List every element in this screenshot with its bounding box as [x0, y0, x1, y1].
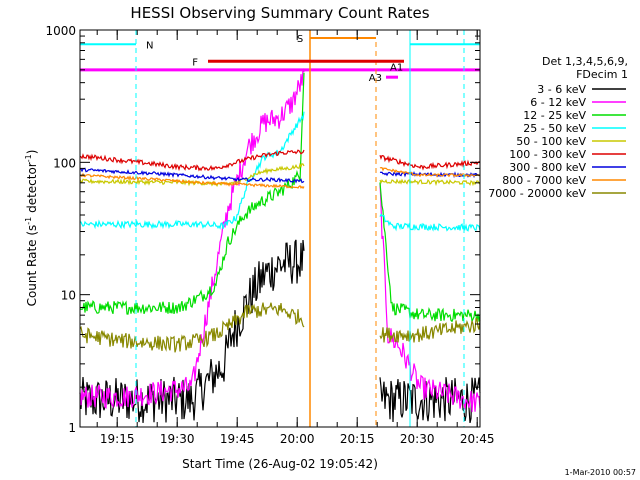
x-tick-label: 20:00 [280, 432, 315, 446]
x-tick-label: 19:15 [100, 432, 135, 446]
x-tick-label: 19:45 [220, 432, 255, 446]
night-marker: N [146, 40, 153, 51]
legend-label: 800 - 7000 keV [502, 174, 586, 187]
series-line-800-7000-kev-post [379, 166, 480, 178]
plot-frame [79, 29, 481, 428]
series-line-50-100-kev [79, 162, 305, 187]
x-axis-label: Start Time (26-Aug-02 19:05:42) [182, 457, 378, 471]
series-line-800-7000-kev [79, 172, 305, 190]
series-line-6-12-kev [79, 68, 305, 409]
annotation-layer: N S F A1 A3 [80, 30, 480, 427]
legend-label: 6 - 12 keV [530, 96, 586, 109]
y-tick-label: 10 [61, 289, 76, 303]
series-line-50-100-kev-post [379, 178, 481, 187]
y-tick-label: 100 [53, 156, 76, 170]
legend-label: 7000 - 20000 keV [488, 187, 586, 200]
x-tick-label: 20:30 [400, 432, 435, 446]
legend-header-line-2: FDecim 1 [576, 68, 628, 81]
series-line-3-6-kev [79, 239, 305, 423]
series-line-100-300-kev-post [379, 154, 481, 171]
legend-label: 100 - 300 keV [509, 148, 586, 161]
x-tick-label: 20:45 [460, 432, 495, 446]
y-axis-ticks: 1 10 100 1000 [45, 24, 480, 435]
chart-title: HESSI Observing Summary Count Rates [130, 4, 429, 22]
series-line-12-25-kev-post [379, 182, 481, 324]
x-tick-label: 19:30 [160, 432, 195, 446]
attenuator-a3-marker: A3 [369, 73, 382, 84]
series-line-7000-20000-kev-post [379, 317, 481, 343]
saa-marker: S [297, 34, 303, 45]
x-tick-label: 20:15 [340, 432, 375, 446]
series-line-100-300-kev [79, 149, 305, 172]
series-layer [79, 68, 481, 424]
flare-marker: F [192, 57, 198, 68]
series-line-12-25-kev [79, 72, 305, 315]
series-line-25-50-kev [79, 111, 305, 230]
legend-label: 50 - 100 keV [516, 135, 586, 148]
legend-header-line-1: Det 1,3,4,5,6,9, [542, 55, 628, 68]
y-tick-label: 1000 [45, 24, 76, 38]
legend-label: 12 - 25 keV [523, 109, 586, 122]
series-line-25-50-kev-post [379, 213, 481, 232]
legend-label: 3 - 6 keV [537, 83, 586, 96]
footer-timestamp: 1-Mar-2010 00:57 [565, 468, 636, 477]
series-line-300-800-kev [79, 167, 305, 184]
y-axis-label: Count Rate (s-1 detector-1) [24, 150, 39, 307]
legend-label: 300 - 800 keV [509, 161, 586, 174]
y-tick-label: 1 [68, 421, 76, 435]
x-axis-ticks: 19:15 19:30 19:45 20:00 20:15 20:30 20:45 [96, 30, 495, 446]
series-line-7000-20000-kev [79, 302, 305, 353]
attenuator-a1-marker: A1 [390, 62, 403, 73]
series-line-6-12-kev-post [379, 183, 481, 413]
plot-area: N S F A1 A3 [79, 29, 481, 428]
legend-label: 25 - 50 keV [523, 122, 586, 135]
